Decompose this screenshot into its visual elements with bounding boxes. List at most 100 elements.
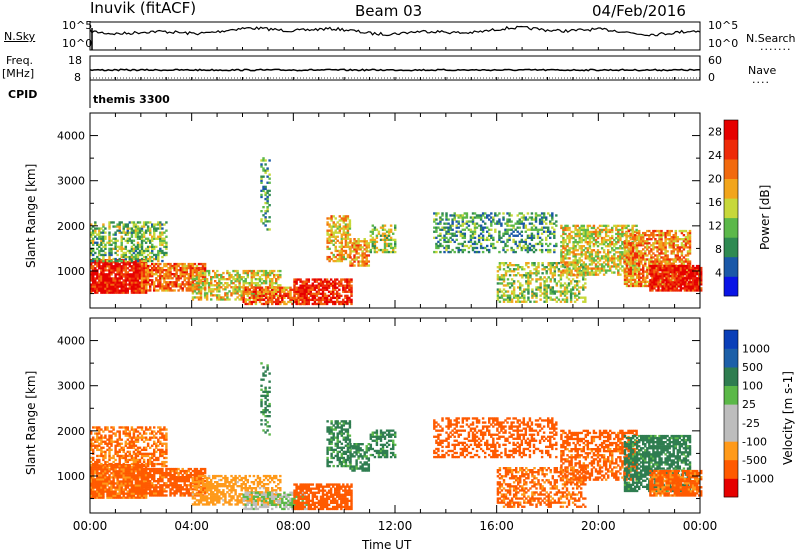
power-cell [623, 276, 627, 279]
power-cell [492, 236, 495, 240]
power-cell [588, 251, 592, 254]
power-cell [205, 292, 209, 295]
power-cell [649, 269, 652, 272]
power-cell [118, 265, 121, 268]
power-cell [592, 271, 596, 274]
power-cell [379, 248, 383, 252]
power-cell [465, 212, 469, 215]
power-cell [365, 260, 368, 263]
power-cell [365, 246, 368, 249]
power-cell [625, 240, 629, 243]
power-cell [627, 234, 630, 238]
power-cell [560, 245, 563, 248]
power-cell [557, 270, 561, 273]
power-cell [293, 290, 296, 293]
power-cell [351, 258, 354, 261]
power-cell [449, 240, 452, 244]
power-cell [120, 255, 123, 259]
power-cell [299, 278, 302, 281]
power-cell [541, 264, 544, 267]
power-cell [199, 269, 203, 273]
power-cell [94, 223, 97, 226]
power-cell [207, 284, 211, 287]
power-cell [519, 288, 522, 291]
power-cell [348, 227, 352, 230]
power-cell [153, 266, 156, 270]
power-cell [565, 284, 569, 287]
power-cell [236, 290, 239, 293]
power-cell [536, 234, 540, 237]
power-cell [344, 251, 348, 255]
power-cell [488, 214, 491, 217]
power-cell [191, 271, 195, 274]
power-cell [582, 276, 585, 279]
power-cell [132, 261, 136, 264]
power-cell [365, 242, 368, 245]
power-cell [582, 288, 585, 291]
power-cell [151, 269, 154, 272]
power-cell [668, 238, 671, 241]
power-cell [363, 242, 366, 245]
nsky-label: N.Sky [4, 30, 36, 43]
power-cell [642, 238, 645, 241]
power-cell [506, 298, 510, 301]
power-cell [570, 247, 573, 250]
power-cell [576, 249, 579, 252]
power-cell [325, 284, 329, 287]
power-cell [524, 248, 528, 252]
power-cell [496, 266, 500, 269]
power-cell [617, 228, 620, 232]
power-cell [506, 278, 510, 281]
power-cell [161, 275, 164, 278]
power-cell [573, 286, 577, 289]
power-cell [651, 271, 654, 274]
power-cell [551, 288, 555, 291]
power-cell [676, 238, 680, 241]
power-cell [327, 300, 331, 304]
power-cell [512, 250, 515, 254]
power-cell [346, 282, 349, 285]
power-cell [230, 282, 233, 285]
power-cell [545, 300, 548, 303]
power-cell [654, 229, 657, 233]
power-cell [336, 231, 339, 234]
power-cell [564, 238, 567, 242]
power-cell [179, 273, 182, 276]
power-cell [527, 296, 530, 299]
power-cell [533, 262, 536, 265]
power-cell [309, 290, 313, 293]
power-cell [342, 219, 346, 222]
power-cell [142, 231, 146, 234]
power-cell [342, 215, 346, 218]
power-cell [504, 290, 508, 293]
power-cell [598, 230, 602, 234]
power-cell [659, 275, 662, 278]
power-cell [586, 224, 590, 228]
power-cell [619, 267, 622, 270]
power-cell [536, 230, 540, 233]
power-cell [625, 262, 629, 265]
power-cell [572, 249, 575, 252]
power-cell [102, 277, 105, 280]
power-cell [604, 224, 608, 228]
power-cell [301, 280, 304, 283]
power-cell [680, 260, 684, 263]
power-cell [132, 231, 136, 234]
power-cell [118, 229, 121, 232]
power-cell [394, 226, 397, 229]
power-cell [112, 285, 115, 288]
power-cell [116, 253, 119, 257]
power-cell [623, 232, 626, 236]
power-cell [449, 228, 452, 231]
power-cell [435, 228, 438, 231]
power-cell [555, 296, 559, 299]
power-cell [615, 241, 618, 244]
power-cell [108, 227, 111, 230]
power-cell [433, 212, 436, 215]
power-cell [578, 247, 581, 250]
power-cell [351, 244, 354, 247]
power-cell [90, 291, 93, 294]
power-cell [484, 212, 487, 215]
power-cell [449, 236, 452, 240]
power-cell [90, 283, 93, 286]
